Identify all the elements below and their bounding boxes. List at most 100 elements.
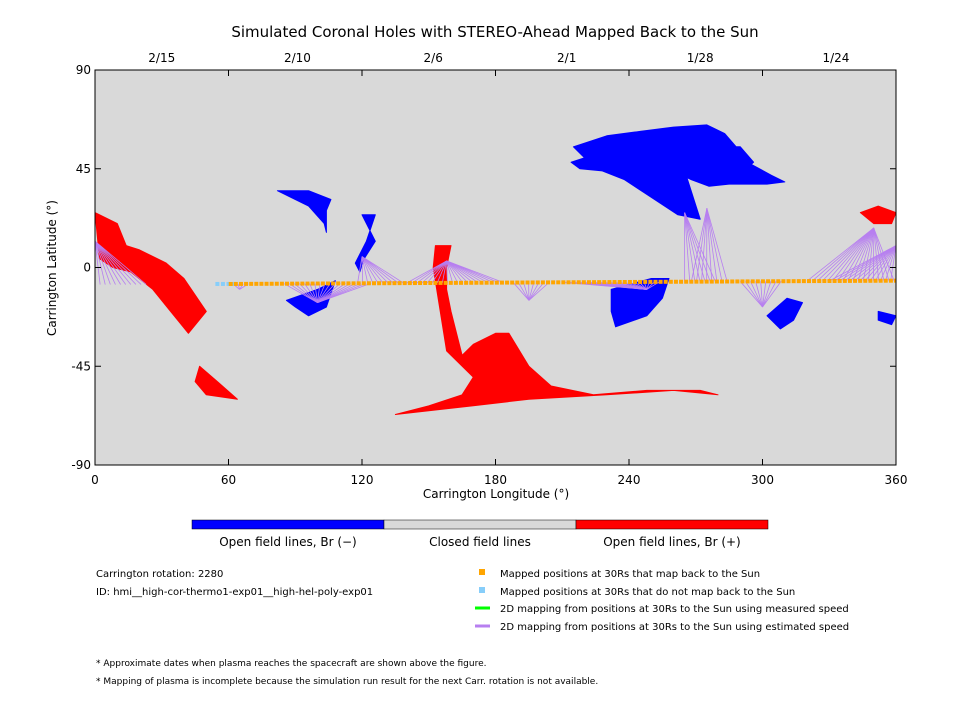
estimated-speed-mapping-line [684, 212, 701, 282]
map-back-point [520, 280, 525, 285]
map-back-point [535, 280, 540, 285]
estimated-speed-mapping-line [406, 260, 447, 284]
y-tick-label: -45 [71, 359, 91, 373]
map-back-point [510, 280, 515, 285]
colorbar-label-negative: Open field lines, Br (−) [219, 535, 357, 549]
estimated-speed-mapping-line [890, 245, 896, 281]
legend-swatch-no-map-back [479, 587, 485, 593]
map-back-point [720, 279, 725, 284]
chart-title: Simulated Coronal Holes with STEREO-Ahea… [231, 23, 758, 41]
estimated-speed-mapping-line [309, 283, 318, 303]
x-tick-label: 300 [751, 473, 774, 487]
estimated-speed-mapping-line [762, 281, 772, 308]
x-tick-label: 120 [351, 473, 374, 487]
x-tick-label: 360 [885, 473, 908, 487]
estimated-speed-mapping-line [446, 260, 459, 284]
estimated-speed-mapping-line [745, 281, 763, 308]
estimated-speed-mapping-line [864, 245, 896, 282]
estimated-speed-mapping-line [849, 245, 896, 282]
estimated-speed-mapping-line [317, 283, 321, 303]
y-tick-label: -90 [71, 458, 91, 472]
map-back-point [336, 281, 341, 286]
map-back-point [842, 278, 847, 283]
estimated-speed-mapping-line [528, 282, 550, 301]
estimated-speed-mapping-line [646, 281, 655, 290]
estimated-speed-mapping-line [95, 240, 142, 285]
y-tick-label: 45 [76, 162, 91, 176]
map-back-point [238, 281, 243, 286]
y-axis-label: Carrington Latitude (°) [45, 200, 59, 336]
estimated-speed-mapping-line [317, 283, 326, 303]
colorbar-negative [191, 519, 385, 530]
map-back-point [592, 280, 597, 285]
map-back-point [776, 279, 781, 284]
map-back-point [259, 281, 264, 286]
map-back-point [551, 280, 556, 285]
estimated-speed-mapping-line [684, 212, 691, 282]
plot-area [94, 69, 897, 466]
map-back-point [464, 280, 469, 285]
estimated-speed-mapping-line [299, 283, 318, 303]
estimated-speed-mapping-line [446, 260, 453, 283]
map-back-point [622, 280, 627, 285]
map-back-point [607, 280, 612, 285]
map-back-point [489, 280, 494, 285]
estimated-speed-mapping-line [869, 245, 896, 282]
map-back-point [633, 279, 638, 284]
estimated-speed-mapping-line [528, 282, 540, 301]
estimated-speed-mapping-line [684, 212, 711, 282]
no-map-back-point [215, 281, 220, 286]
estimated-speed-mapping-line [523, 282, 530, 301]
x-tick-label: 240 [618, 473, 641, 487]
map-back-point [832, 278, 837, 283]
estimated-speed-mapping-line [446, 260, 464, 284]
estimated-speed-mapping-line [95, 241, 106, 285]
estimated-speed-mapping-line [750, 281, 763, 308]
estimated-speed-mapping-line [283, 283, 318, 303]
estimated-speed-mapping-line [411, 260, 447, 284]
legend-swatch-map-back [479, 569, 485, 575]
colorbar-label-closed: Closed field lines [429, 535, 531, 549]
map-back-point [873, 278, 878, 283]
map-back-point [320, 281, 325, 286]
estimated-speed-mapping-line [95, 240, 121, 285]
map-back-point [392, 281, 397, 286]
estimated-speed-mapping-line [822, 227, 875, 282]
map-back-point [484, 280, 489, 285]
estimated-speed-mapping-line [837, 227, 875, 282]
estimated-speed-mapping-line [842, 227, 875, 282]
equatorial-hole-c [610, 278, 670, 328]
estimated-speed-mapping-line [361, 256, 379, 284]
map-back-point [341, 281, 346, 286]
map-back-point [883, 278, 888, 283]
run-id-text: ID: hmi__high-cor-thermo1-exp01__high-he… [96, 587, 373, 598]
no-map-back-point [226, 281, 231, 286]
map-back-point [228, 281, 233, 286]
no-map-back-point [220, 281, 225, 286]
map-back-point [812, 279, 817, 284]
estimated-speed-mapping-line [361, 256, 399, 284]
estimated-speed-mapping-line [762, 281, 777, 308]
estimated-speed-mapping-line [361, 256, 384, 284]
map-back-point [402, 281, 407, 286]
estimated-speed-mapping-line [880, 245, 896, 281]
map-back-point [807, 279, 812, 284]
top-date-label: 2/1 [557, 51, 576, 65]
map-back-point [499, 280, 504, 285]
estimated-speed-mapping-line [811, 227, 875, 282]
estimated-speed-mapping-line [847, 227, 875, 282]
estimated-speed-mapping-line [706, 208, 723, 282]
map-back-point [566, 280, 571, 285]
map-back-point [264, 281, 269, 286]
estimated-speed-mapping-line [739, 281, 763, 308]
estimated-speed-mapping-line [839, 245, 896, 282]
map-back-point [837, 278, 842, 283]
map-back-point [356, 281, 361, 286]
x-axis-label: Carrington Longitude (°) [423, 487, 569, 501]
map-back-point [244, 281, 249, 286]
map-back-point [443, 280, 448, 285]
map-back-point [295, 281, 300, 286]
x-tick-label: 0 [91, 473, 99, 487]
estimated-speed-mapping-line [844, 245, 896, 282]
map-back-point [627, 279, 632, 284]
